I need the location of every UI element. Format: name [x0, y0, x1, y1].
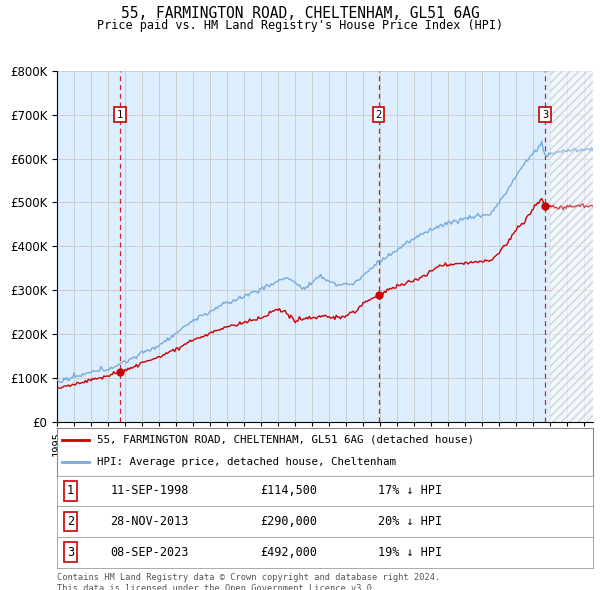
Text: £290,000: £290,000: [260, 515, 317, 528]
Text: 08-SEP-2023: 08-SEP-2023: [110, 546, 189, 559]
Text: 2: 2: [376, 110, 382, 120]
Text: 17% ↓ HPI: 17% ↓ HPI: [379, 484, 443, 497]
Text: £114,500: £114,500: [260, 484, 317, 497]
Text: 28-NOV-2013: 28-NOV-2013: [110, 515, 189, 528]
Text: 20% ↓ HPI: 20% ↓ HPI: [379, 515, 443, 528]
Text: 55, FARMINGTON ROAD, CHELTENHAM, GL51 6AG: 55, FARMINGTON ROAD, CHELTENHAM, GL51 6A…: [121, 6, 479, 21]
Text: 3: 3: [67, 546, 74, 559]
Text: 55, FARMINGTON ROAD, CHELTENHAM, GL51 6AG (detached house): 55, FARMINGTON ROAD, CHELTENHAM, GL51 6A…: [97, 435, 474, 445]
Text: 3: 3: [542, 110, 548, 120]
Text: 1: 1: [117, 110, 123, 120]
Text: 19% ↓ HPI: 19% ↓ HPI: [379, 546, 443, 559]
Text: 2: 2: [67, 515, 74, 528]
Text: Price paid vs. HM Land Registry's House Price Index (HPI): Price paid vs. HM Land Registry's House …: [97, 19, 503, 32]
Text: Contains HM Land Registry data © Crown copyright and database right 2024.
This d: Contains HM Land Registry data © Crown c…: [57, 573, 440, 590]
Text: 11-SEP-1998: 11-SEP-1998: [110, 484, 189, 497]
Text: HPI: Average price, detached house, Cheltenham: HPI: Average price, detached house, Chel…: [97, 457, 396, 467]
Text: 1: 1: [67, 484, 74, 497]
Text: £492,000: £492,000: [260, 546, 317, 559]
